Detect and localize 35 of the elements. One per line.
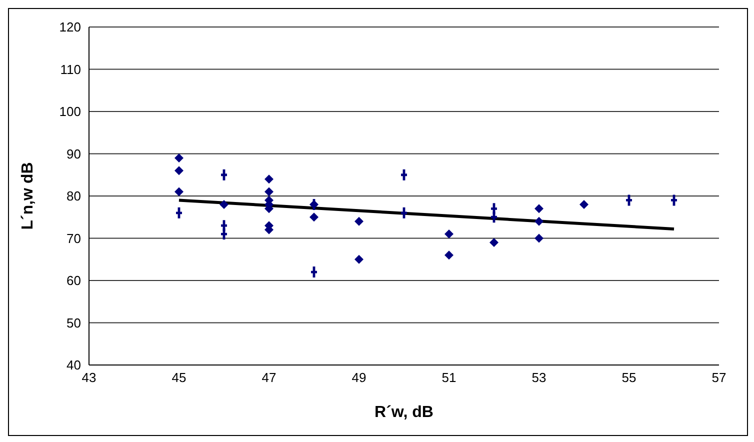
point <box>490 238 498 247</box>
x-tick-label: 49 <box>352 370 366 386</box>
point <box>220 200 228 209</box>
y-tick-label: 100 <box>59 104 81 120</box>
point <box>174 166 184 176</box>
y-tick-label: 90 <box>66 146 81 162</box>
point <box>534 216 544 226</box>
point <box>174 153 184 162</box>
point <box>444 230 454 239</box>
y-tick-label: 40 <box>66 358 81 373</box>
y-axis-title: L´n,w dB <box>20 162 37 230</box>
x-tick-label: 55 <box>622 370 636 386</box>
y-tick-label: 120 <box>59 20 81 35</box>
x-tick-label: 43 <box>82 370 96 386</box>
x-tick-label: 47 <box>262 370 276 386</box>
x-tick-label: 51 <box>442 370 456 386</box>
y-tick-label: 60 <box>66 273 81 288</box>
point <box>534 234 544 243</box>
y-tick-label: 110 <box>60 62 81 77</box>
point <box>174 187 184 196</box>
point <box>310 212 318 222</box>
y-tick-label: 80 <box>66 188 81 204</box>
point <box>354 216 364 226</box>
point <box>354 254 364 264</box>
x-tick-label: 53 <box>532 370 546 386</box>
point <box>580 200 588 209</box>
y-tick-label: 70 <box>66 230 81 246</box>
point <box>534 204 544 214</box>
point <box>444 250 454 260</box>
point <box>264 174 274 184</box>
x-tick-label: 57 <box>712 370 726 386</box>
x-tick-label: 45 <box>172 370 186 386</box>
point <box>264 187 274 196</box>
x-axis-title: R´w, dB <box>374 404 434 421</box>
y-tick-label: 50 <box>66 315 81 330</box>
